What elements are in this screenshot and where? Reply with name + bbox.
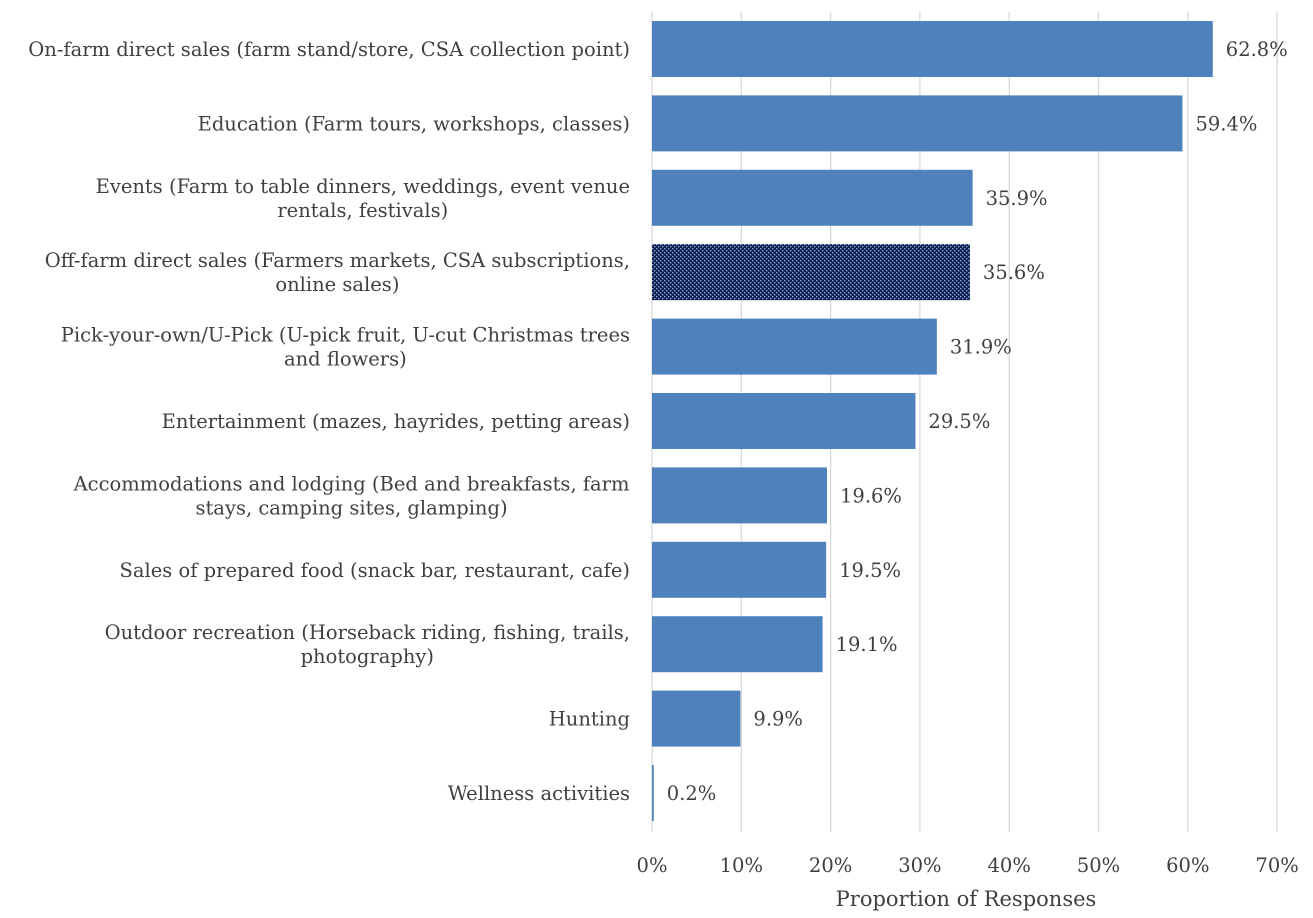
bar [652, 169, 973, 226]
category-label-line: rentals, festivals) [277, 199, 448, 222]
value-label: 19.1% [836, 633, 898, 656]
x-tick-label: 30% [898, 854, 941, 877]
value-label: 19.5% [839, 559, 901, 582]
x-tick-label: 20% [809, 854, 852, 877]
value-label: 35.9% [986, 187, 1048, 210]
category-label-line: Outdoor recreation (Horseback riding, fi… [105, 621, 630, 644]
bar [652, 393, 916, 449]
x-tick-label: 70% [1255, 854, 1298, 877]
value-label: 9.9% [753, 708, 803, 731]
category-label-line: and flowers) [284, 348, 407, 371]
value-label: 0.2% [667, 782, 717, 805]
x-axis-ticks: 0% 10% 20% 30% 40% 50% 60% 70% [637, 854, 1299, 877]
category-labels: On-farm direct sales (farm stand/store, … [28, 38, 630, 805]
value-label: 59.4% [1195, 112, 1257, 135]
value-label: 29.5% [928, 410, 990, 433]
category-label: Education (Farm tours, workshops, classe… [198, 112, 630, 135]
bar [652, 541, 827, 598]
category-label: Pick-your-own/U-Pick (U-pick fruit, U-cu… [61, 324, 630, 371]
category-label-line: Entertainment (mazes, hayrides, petting … [162, 410, 630, 433]
bar [652, 318, 937, 375]
x-tick-label: 10% [720, 854, 763, 877]
category-label-line: online sales) [275, 273, 399, 296]
category-label-line: On-farm direct sales (farm stand/store, … [28, 38, 630, 61]
bar [652, 765, 654, 821]
category-label: Entertainment (mazes, hayrides, petting … [162, 410, 630, 433]
bars [652, 21, 1213, 821]
category-label: Wellness activities [448, 782, 630, 805]
value-label: 35.6% [983, 261, 1045, 284]
category-label-line: Education (Farm tours, workshops, classe… [198, 112, 630, 135]
category-label-line: Off-farm direct sales (Farmers markets, … [45, 249, 630, 272]
category-label-line: Events (Farm to table dinners, weddings,… [96, 175, 630, 198]
value-label: 62.8% [1226, 38, 1288, 61]
category-label: Off-farm direct sales (Farmers markets, … [45, 249, 630, 296]
bar-highlighted [652, 244, 970, 301]
category-label: Hunting [549, 708, 630, 731]
x-tick-label: 0% [637, 854, 668, 877]
category-label-line: photography) [301, 645, 434, 668]
category-label: Accommodations and lodging (Bed and brea… [73, 472, 630, 519]
category-label-line: Wellness activities [448, 782, 630, 805]
x-tick-label: 50% [1077, 854, 1120, 877]
category-label: Sales of prepared food (snack bar, resta… [120, 559, 630, 582]
category-label-line: Accommodations and lodging (Bed and brea… [73, 472, 630, 495]
bar [652, 467, 828, 524]
category-label-line: stays, camping sites, glamping) [195, 496, 507, 519]
bar [652, 690, 741, 747]
category-label: Events (Farm to table dinners, weddings,… [96, 175, 630, 222]
category-label-line: Pick-your-own/U-Pick (U-pick fruit, U-cu… [61, 324, 630, 347]
category-label: On-farm direct sales (farm stand/store, … [28, 38, 630, 61]
value-label: 19.6% [840, 484, 902, 507]
x-axis-title: Proportion of Responses [836, 887, 1097, 911]
value-label: 31.9% [950, 336, 1012, 359]
bar [652, 616, 823, 673]
bar [652, 95, 1183, 152]
category-label-line: Sales of prepared food (snack bar, resta… [120, 559, 630, 582]
category-label-line: Hunting [549, 708, 630, 731]
x-tick-label: 40% [988, 854, 1031, 877]
bar [652, 21, 1213, 77]
value-labels: 62.8% 59.4% 35.9% 35.6% 31.9% 29.5% 19.6% 19.5%… [667, 38, 1288, 805]
x-tick-label: 60% [1166, 854, 1209, 877]
category-label: Outdoor recreation (Horseback riding, fi… [105, 621, 630, 668]
